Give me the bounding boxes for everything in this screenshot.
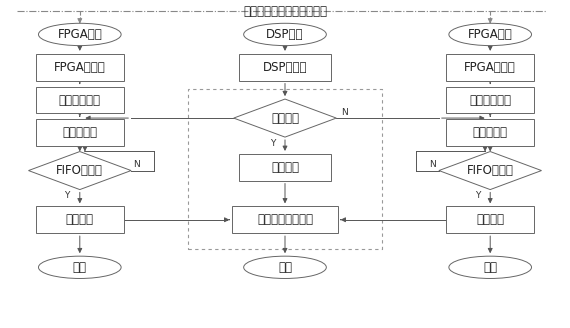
Text: 结束: 结束 [73, 261, 87, 274]
Text: FIFO数据满: FIFO数据满 [467, 164, 514, 177]
Text: FPGA上电: FPGA上电 [58, 28, 102, 41]
Text: Y: Y [270, 138, 275, 148]
Text: DSP上电: DSP上电 [266, 28, 304, 41]
Text: 数字下变频: 数字下变频 [473, 126, 508, 139]
FancyBboxPatch shape [446, 54, 535, 81]
FancyBboxPatch shape [239, 154, 331, 181]
Text: N: N [429, 160, 435, 169]
Ellipse shape [449, 256, 531, 278]
Polygon shape [234, 99, 336, 137]
FancyBboxPatch shape [36, 87, 124, 113]
Text: FIFO数据满: FIFO数据满 [56, 164, 103, 177]
Text: N: N [133, 160, 140, 169]
FancyBboxPatch shape [446, 87, 535, 113]
Text: FPGA初始化: FPGA初始化 [465, 61, 516, 74]
Text: 启动同步采样: 启动同步采样 [469, 93, 511, 107]
Text: Y: Y [475, 191, 481, 200]
Text: 编码、同步时间截: 编码、同步时间截 [257, 213, 313, 226]
Text: Y: Y [64, 191, 70, 200]
Text: FPGA上电: FPGA上电 [468, 28, 512, 41]
Text: 中断检测: 中断检测 [271, 112, 299, 125]
FancyBboxPatch shape [36, 119, 124, 146]
Text: 触发中断: 触发中断 [476, 213, 504, 226]
Text: 数字下变频: 数字下变频 [62, 126, 97, 139]
Text: FPGA初始化: FPGA初始化 [54, 61, 105, 74]
Text: DSP初始化: DSP初始化 [263, 61, 307, 74]
Polygon shape [28, 152, 131, 190]
Text: 同步协议（工作状态通知）: 同步协议（工作状态通知） [243, 5, 327, 18]
Ellipse shape [39, 256, 121, 278]
Text: N: N [341, 108, 348, 117]
Ellipse shape [244, 256, 326, 278]
Ellipse shape [244, 23, 326, 46]
Text: 触发中断: 触发中断 [66, 213, 94, 226]
Text: 启动同步采样: 启动同步采样 [59, 93, 101, 107]
Ellipse shape [449, 23, 531, 46]
FancyBboxPatch shape [446, 206, 535, 233]
Text: 读取数据: 读取数据 [271, 161, 299, 174]
FancyBboxPatch shape [239, 54, 331, 81]
Text: 结束: 结束 [483, 261, 497, 274]
Ellipse shape [39, 23, 121, 46]
Polygon shape [439, 152, 542, 190]
FancyBboxPatch shape [36, 54, 124, 81]
FancyBboxPatch shape [36, 206, 124, 233]
Text: 结束: 结束 [278, 261, 292, 274]
FancyBboxPatch shape [446, 119, 535, 146]
FancyBboxPatch shape [233, 206, 337, 233]
